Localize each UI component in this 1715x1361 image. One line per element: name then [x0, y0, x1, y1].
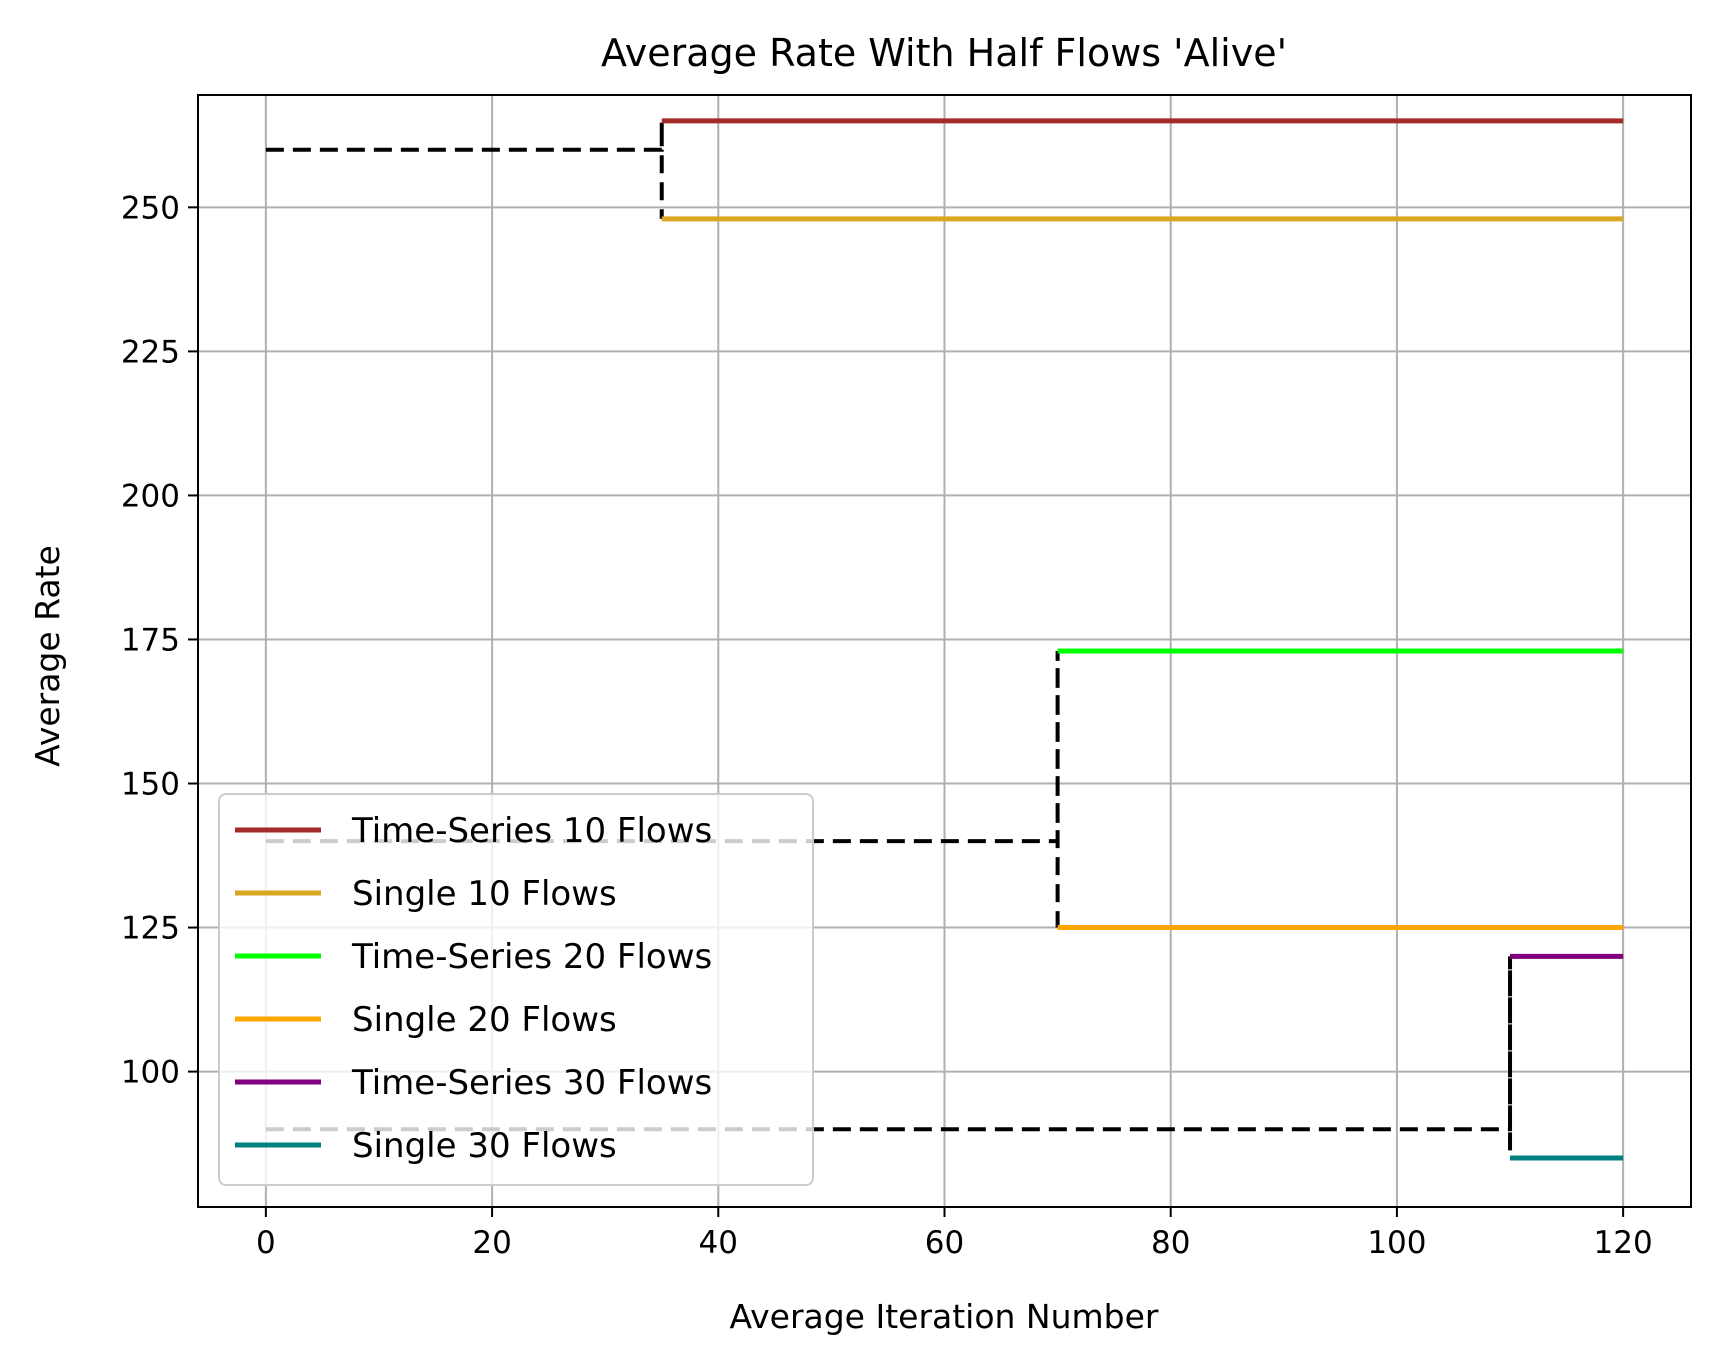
reference-line	[265, 120, 664, 219]
x-tick-label: 80	[1151, 1225, 1190, 1261]
y-tick-label: 250	[121, 190, 180, 226]
y-tick-label: 225	[121, 334, 180, 370]
y-tick-label: 200	[121, 478, 180, 514]
x-tick-label: 0	[256, 1225, 276, 1261]
legend-label: Single 10 Flows	[352, 874, 617, 914]
y-tick-label: 125	[121, 911, 180, 947]
y-tick-label: 175	[121, 622, 180, 658]
reference-line	[265, 956, 1513, 1159]
ticks: 0 20 40 60 80 100 120 100 125 150 175 200 225 250	[121, 190, 1653, 1261]
x-tick-label: 100	[1367, 1225, 1426, 1261]
chart-title: Average Rate With Half Flows 'Alive'	[601, 31, 1287, 75]
y-tick-label: 150	[121, 767, 180, 803]
legend-label: Time-Series 30 Flows	[351, 1063, 712, 1103]
legend-label: Time-Series 10 Flows	[351, 811, 712, 851]
x-tick-label: 120	[1594, 1225, 1653, 1261]
legend-label: Single 20 Flows	[352, 1000, 617, 1040]
series-lines	[661, 118, 1624, 1161]
legend-label: Single 30 Flows	[352, 1126, 617, 1166]
legend-label: Time-Series 20 Flows	[351, 937, 712, 977]
y-axis-label: Average Rate	[28, 545, 67, 767]
y-tick-label: 100	[121, 1055, 180, 1091]
x-tick-label: 60	[925, 1225, 964, 1261]
legend-box	[218, 793, 814, 1186]
x-tick-label: 40	[699, 1225, 738, 1261]
legend: Time-Series 10 Flows Single 10 Flows Time-…	[218, 793, 814, 1186]
x-tick-label: 20	[472, 1225, 511, 1261]
x-axis-label: Average Iteration Number	[729, 1297, 1158, 1336]
